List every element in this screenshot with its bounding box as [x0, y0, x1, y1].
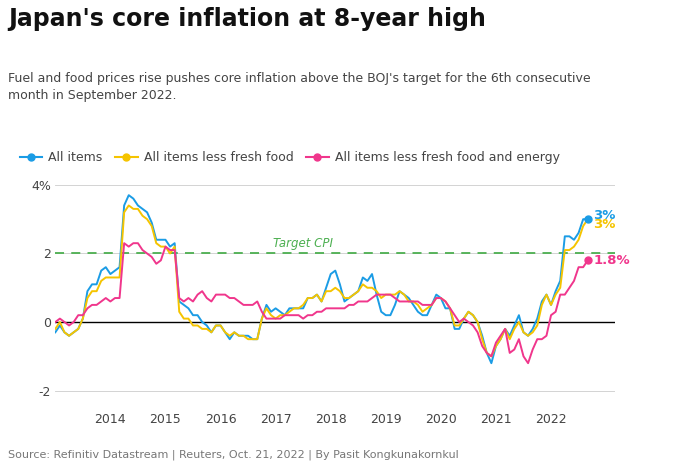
- Text: Fuel and food prices rise pushes core inflation above the BOJ's target for the 6: Fuel and food prices rise pushes core in…: [8, 72, 591, 102]
- Text: Source: Refinitiv Datastream | Reuters, Oct. 21, 2022 | By Pasit Kongkunakornkul: Source: Refinitiv Datastream | Reuters, …: [8, 450, 459, 460]
- Legend: All items, All items less fresh food, All items less fresh food and energy: All items, All items less fresh food, Al…: [15, 146, 565, 169]
- Text: 3%: 3%: [594, 209, 615, 222]
- Text: 1.8%: 1.8%: [594, 254, 630, 267]
- Text: Target CPI: Target CPI: [273, 237, 333, 250]
- Text: 3%: 3%: [594, 218, 615, 231]
- Text: Japan's core inflation at 8-year high: Japan's core inflation at 8-year high: [8, 7, 486, 31]
